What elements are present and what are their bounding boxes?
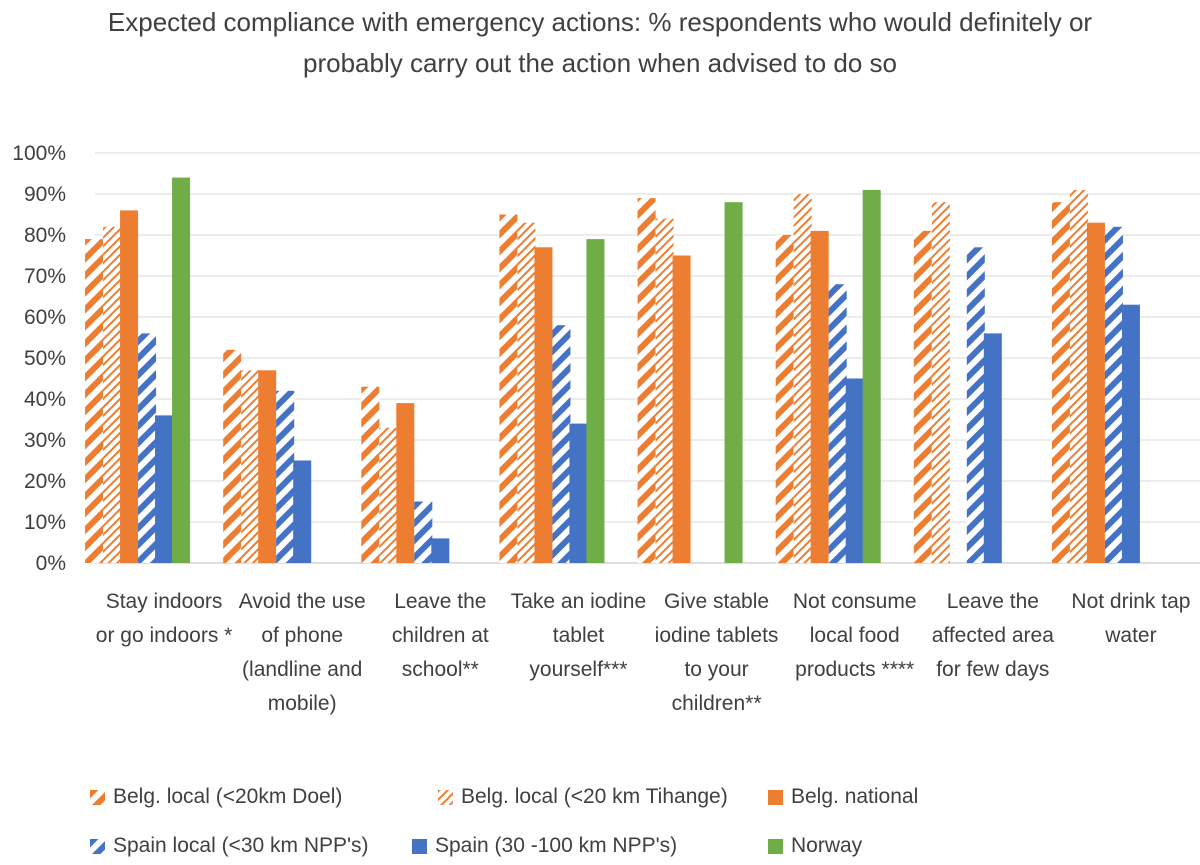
bar [983, 333, 1002, 563]
x-tick-label: Not drink tap water [1071, 590, 1191, 647]
bar [569, 423, 588, 563]
bar [534, 247, 553, 564]
bar [1051, 202, 1070, 563]
bar [1104, 226, 1123, 564]
bar [155, 415, 174, 563]
legend-swatch [412, 838, 427, 854]
legend-swatch [768, 838, 783, 854]
x-tick-label: Give stable iodine tablets to your child… [654, 590, 779, 715]
y-tick-label: 70% [24, 265, 66, 288]
legend-swatch [90, 838, 105, 854]
bar [913, 230, 932, 563]
legend-item: Belg. local (<20 km Tihange) [438, 782, 728, 812]
bar [431, 538, 450, 563]
bar [1086, 222, 1105, 563]
legend-item: Spain (30 -100 km NPP's) [412, 831, 677, 861]
x-tick-label: Avoid the use of phone (landline and mob… [238, 590, 366, 715]
x-tick-label: Leave the affected area for few days [931, 590, 1054, 681]
x-tick-label: Take an iodine tablet yourself*** [510, 590, 647, 681]
bar [862, 189, 881, 563]
bar [810, 230, 829, 563]
x-tick-label: Stay indoors or go indoors * [95, 590, 233, 647]
legend-swatch [438, 789, 453, 805]
y-tick-label: 80% [24, 224, 66, 247]
y-tick-label: 30% [24, 429, 66, 452]
bar [223, 349, 242, 563]
bar [672, 255, 691, 563]
y-tick-label: 50% [24, 347, 66, 370]
bar [1069, 189, 1088, 563]
legend-item: Norway [768, 831, 862, 861]
bar [293, 460, 312, 563]
legend-swatch [90, 789, 105, 805]
legend-swatch [768, 789, 783, 805]
bar [379, 427, 398, 563]
legend-label: Belg. local (<20 km Tihange) [461, 785, 728, 808]
bar [138, 333, 157, 563]
y-tick-label: 20% [24, 470, 66, 493]
y-tick-label: 10% [24, 511, 66, 534]
legend-label: Belg. local (<20km Doel) [113, 785, 343, 808]
bar [931, 202, 950, 563]
bar [396, 403, 415, 563]
bar [517, 222, 536, 563]
y-tick-label: 0% [36, 552, 66, 575]
legend-label: Spain local (<30 km NPP's) [113, 834, 369, 857]
y-tick-label: 100% [12, 142, 66, 165]
chart-title: Expected compliance with emergency actio… [107, 7, 1093, 78]
bar [637, 198, 656, 563]
legend-item: Belg. local (<20km Doel) [90, 782, 342, 812]
y-tick-label: 60% [24, 306, 66, 329]
legend-item: Belg. national [768, 782, 918, 812]
bar [828, 284, 847, 563]
bar [85, 239, 104, 563]
bar [586, 239, 605, 563]
bar [414, 501, 433, 563]
x-tick-label: Leave the children at school** [391, 590, 489, 681]
bar [120, 210, 139, 563]
y-tick-label: 40% [24, 388, 66, 411]
y-tick-label: 90% [24, 183, 66, 206]
bar [276, 390, 295, 563]
legend-label: Spain (30 -100 km NPP's) [435, 834, 678, 857]
legend-label: Belg. national [791, 785, 919, 808]
bar [845, 378, 864, 563]
bar [103, 226, 122, 564]
bar [1121, 304, 1140, 563]
bar [552, 325, 571, 563]
x-tick-label: Not consume local food products **** [792, 590, 917, 681]
bar [258, 370, 277, 563]
bar [499, 214, 518, 563]
legend-label: Norway [791, 834, 863, 857]
bar [724, 202, 743, 563]
bar [241, 370, 260, 563]
bar [966, 247, 985, 564]
legend-item: Spain local (<30 km NPP's) [90, 831, 369, 861]
bar [655, 218, 674, 563]
bar [793, 194, 812, 563]
bar [361, 386, 380, 563]
bar [775, 235, 794, 563]
bar [172, 177, 191, 563]
